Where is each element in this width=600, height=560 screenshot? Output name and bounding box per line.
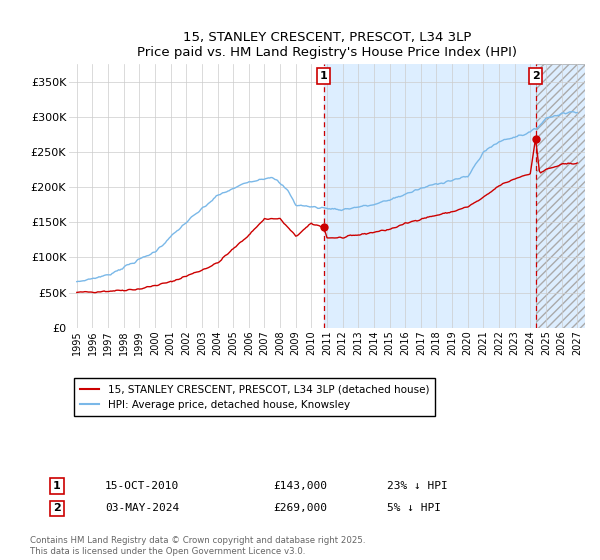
Title: 15, STANLEY CRESCENT, PRESCOT, L34 3LP
Price paid vs. HM Land Registry's House P: 15, STANLEY CRESCENT, PRESCOT, L34 3LP P… (137, 31, 517, 59)
Legend: 15, STANLEY CRESCENT, PRESCOT, L34 3LP (detached house), HPI: Average price, det: 15, STANLEY CRESCENT, PRESCOT, L34 3LP (… (74, 378, 435, 416)
Text: £143,000: £143,000 (273, 481, 327, 491)
Text: 15-OCT-2010: 15-OCT-2010 (105, 481, 179, 491)
Text: 23% ↓ HPI: 23% ↓ HPI (387, 481, 448, 491)
Text: Contains HM Land Registry data © Crown copyright and database right 2025.
This d: Contains HM Land Registry data © Crown c… (30, 536, 365, 556)
Text: 1: 1 (320, 71, 328, 81)
Text: 2: 2 (532, 71, 539, 81)
Text: 1: 1 (53, 481, 61, 491)
Text: £269,000: £269,000 (273, 503, 327, 514)
Text: 03-MAY-2024: 03-MAY-2024 (105, 503, 179, 514)
Text: 2: 2 (53, 503, 61, 514)
Bar (324, 64, 585, 328)
Text: 5% ↓ HPI: 5% ↓ HPI (387, 503, 441, 514)
